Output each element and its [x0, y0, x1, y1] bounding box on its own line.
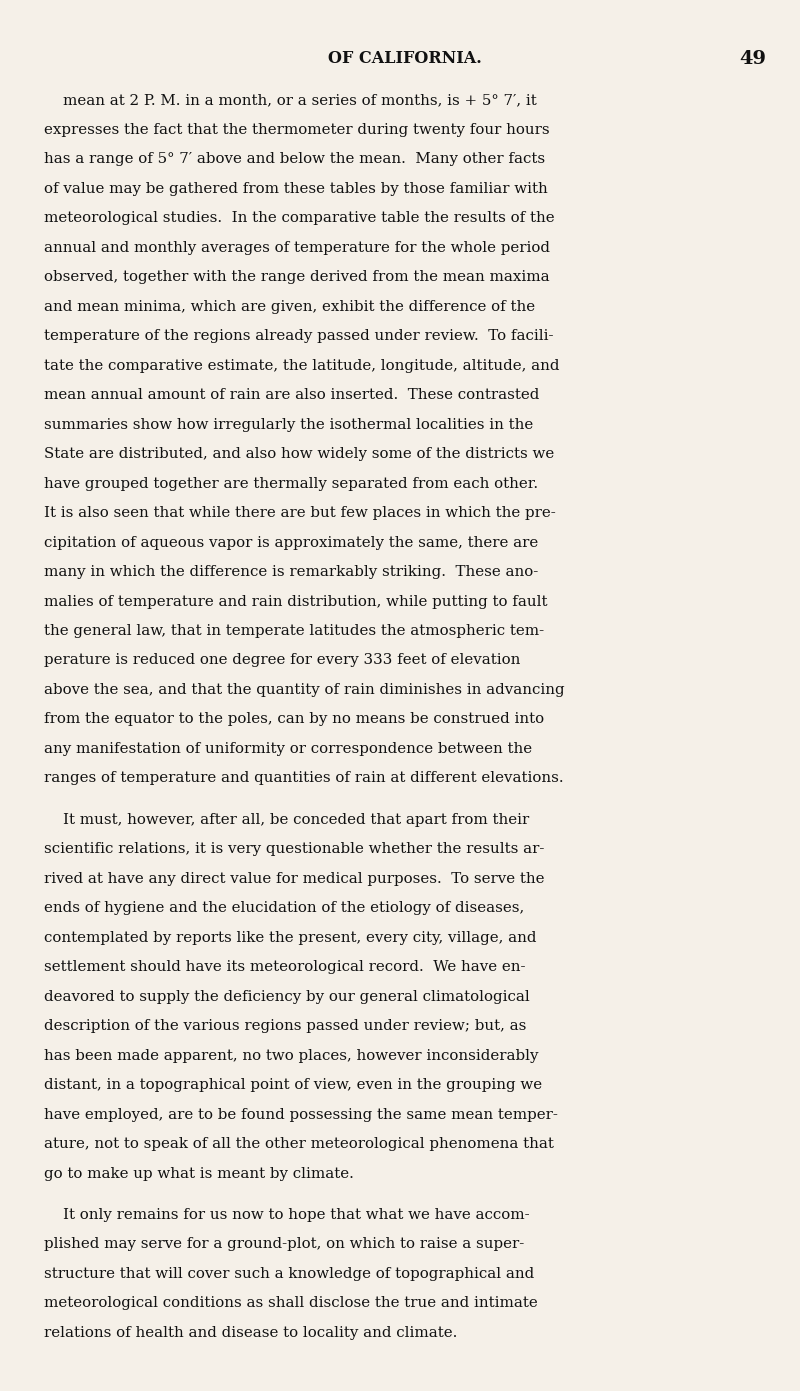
- Text: and mean minima, which are given, exhibit the difference of the: and mean minima, which are given, exhibi…: [44, 299, 535, 313]
- Text: meteorological studies.  In the comparative table the results of the: meteorological studies. In the comparati…: [44, 211, 554, 225]
- Text: ends of hygiene and the elucidation of the etiology of diseases,: ends of hygiene and the elucidation of t…: [44, 901, 524, 915]
- Text: rived at have any direct value for medical purposes.  To serve the: rived at have any direct value for medic…: [44, 872, 545, 886]
- Text: distant, in a topographical point of view, even in the grouping we: distant, in a topographical point of vie…: [44, 1078, 542, 1092]
- Text: OF CALIFORNIA.: OF CALIFORNIA.: [328, 50, 482, 67]
- Text: 49: 49: [739, 50, 766, 68]
- Text: contemplated by reports like the present, every city, village, and: contemplated by reports like the present…: [44, 931, 537, 944]
- Text: deavored to supply the deficiency by our general climatological: deavored to supply the deficiency by our…: [44, 989, 530, 1004]
- Text: has a range of 5° 7′ above and below the mean.  Many other facts: has a range of 5° 7′ above and below the…: [44, 152, 545, 166]
- Text: summaries show how irregularly the isothermal localities in the: summaries show how irregularly the isoth…: [44, 417, 534, 431]
- Text: the general law, that in temperate latitudes the atmospheric tem-: the general law, that in temperate latit…: [44, 625, 544, 638]
- Text: mean annual amount of rain are also inserted.  These contrasted: mean annual amount of rain are also inse…: [44, 388, 539, 402]
- Text: have employed, are to be found possessing the same mean temper-: have employed, are to be found possessin…: [44, 1107, 558, 1121]
- Text: It must, however, after all, be conceded that apart from their: It must, however, after all, be conceded…: [44, 812, 530, 826]
- Text: malies of temperature and rain distribution, while putting to fault: malies of temperature and rain distribut…: [44, 594, 547, 608]
- Text: plished may serve for a ground-plot, on which to raise a super-: plished may serve for a ground-plot, on …: [44, 1238, 524, 1252]
- Text: observed, together with the range derived from the mean maxima: observed, together with the range derive…: [44, 270, 550, 284]
- Text: expresses the fact that the thermometer during twenty four hours: expresses the fact that the thermometer …: [44, 122, 550, 136]
- Text: State are distributed, and also how widely some of the districts we: State are distributed, and also how wide…: [44, 447, 554, 460]
- Text: ature, not to speak of all the other meteorological phenomena that: ature, not to speak of all the other met…: [44, 1136, 554, 1152]
- Text: It is also seen that while there are but few places in which the pre-: It is also seen that while there are but…: [44, 506, 556, 520]
- Text: cipitation of aqueous vapor is approximately the same, there are: cipitation of aqueous vapor is approxima…: [44, 536, 538, 549]
- Text: It only remains for us now to hope that what we have accom-: It only remains for us now to hope that …: [44, 1207, 530, 1221]
- Text: many in which the difference is remarkably striking.  These ano-: many in which the difference is remarkab…: [44, 565, 538, 579]
- Text: description of the various regions passed under review; but, as: description of the various regions passe…: [44, 1020, 526, 1034]
- Text: have grouped together are thermally separated from each other.: have grouped together are thermally sepa…: [44, 477, 538, 491]
- Text: structure that will cover such a knowledge of topographical and: structure that will cover such a knowled…: [44, 1267, 534, 1281]
- Text: temperature of the regions already passed under review.  To facili-: temperature of the regions already passe…: [44, 330, 554, 344]
- Text: scientific relations, it is very questionable whether the results ar-: scientific relations, it is very questio…: [44, 842, 544, 857]
- Text: any manifestation of uniformity or correspondence between the: any manifestation of uniformity or corre…: [44, 741, 532, 755]
- Text: perature is reduced one degree for every 333 feet of elevation: perature is reduced one degree for every…: [44, 654, 520, 668]
- Text: of value may be gathered from these tables by those familiar with: of value may be gathered from these tabl…: [44, 182, 548, 196]
- Text: mean at 2 P. M. in a month, or a series of months, is + 5° 7′, it: mean at 2 P. M. in a month, or a series …: [44, 93, 537, 107]
- Text: go to make up what is meant by climate.: go to make up what is meant by climate.: [44, 1167, 354, 1181]
- Text: meteorological conditions as shall disclose the true and intimate: meteorological conditions as shall discl…: [44, 1296, 538, 1310]
- Text: annual and monthly averages of temperature for the whole period: annual and monthly averages of temperatu…: [44, 241, 550, 255]
- Text: has been made apparent, no two places, however inconsiderably: has been made apparent, no two places, h…: [44, 1049, 538, 1063]
- Text: ranges of temperature and quantities of rain at different elevations.: ranges of temperature and quantities of …: [44, 772, 564, 786]
- Text: above the sea, and that the quantity of rain diminishes in advancing: above the sea, and that the quantity of …: [44, 683, 565, 697]
- Text: tate the comparative estimate, the latitude, longitude, altitude, and: tate the comparative estimate, the latit…: [44, 359, 559, 373]
- Text: settlement should have its meteorological record.  We have en-: settlement should have its meteorologica…: [44, 960, 526, 974]
- Text: from the equator to the poles, can by no means be construed into: from the equator to the poles, can by no…: [44, 712, 544, 726]
- Text: relations of health and disease to locality and climate.: relations of health and disease to local…: [44, 1326, 458, 1340]
